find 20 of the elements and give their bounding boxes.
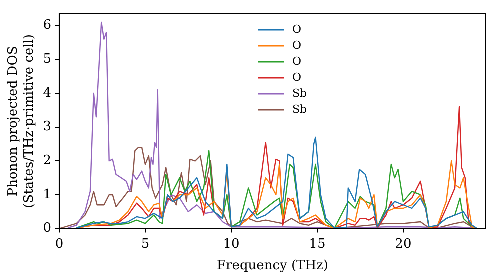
- legend-label: O: [292, 38, 302, 52]
- y-tick-label: 6: [43, 18, 52, 34]
- legend-label: O: [292, 54, 302, 68]
- x-axis-title: Frequency (THz): [217, 258, 328, 274]
- legend-label: Sb: [292, 86, 308, 100]
- x-tick-label: 5: [141, 236, 150, 252]
- y-tick-label: 3: [43, 120, 52, 135]
- x-tick-label: 0: [55, 236, 64, 252]
- legend-label: Sb: [292, 102, 308, 116]
- legend-label: O: [292, 70, 302, 84]
- y-tick-label: 2: [43, 154, 52, 169]
- y-tick-label: 0: [43, 221, 52, 236]
- x-tick-label: 20: [395, 236, 412, 252]
- legend-label: O: [292, 22, 302, 36]
- y-axis-title: Phonon projected DOS (States/THz·primitive cell): [6, 34, 37, 208]
- y-tick-label: 5: [43, 52, 52, 68]
- y-tick-label: 1: [43, 187, 52, 202]
- x-tick-label: 15: [309, 236, 326, 252]
- y-tick-label: 4: [43, 86, 52, 101]
- x-tick-label: 10: [223, 236, 240, 252]
